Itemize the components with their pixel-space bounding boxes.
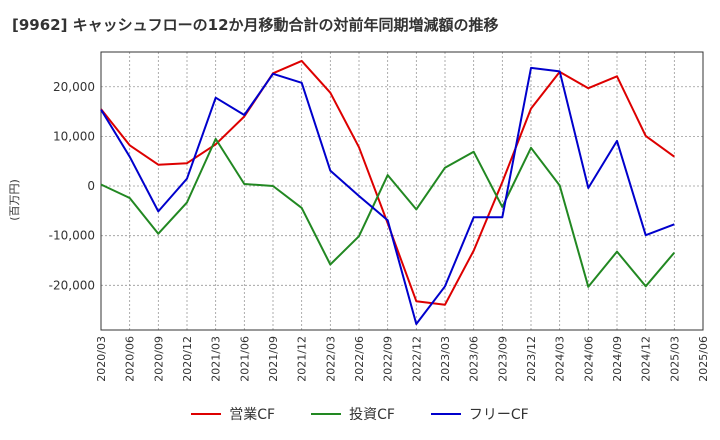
- axis-layer: 2020/03 2020/06 2020/09 2020/12 2021/03 2021/…: [49, 51, 710, 382]
- x-tick-label: 2023/03: [439, 336, 452, 382]
- x-tick-label: 2020/06: [124, 336, 137, 382]
- x-tick-label: 2022/06: [353, 336, 366, 382]
- x-tick-label: 2024/06: [582, 336, 595, 382]
- x-tick-label: 2022/12: [410, 336, 423, 382]
- y-tick-label: -20,000: [49, 278, 95, 292]
- chart-title: [9962] キャッシュフローの12か月移動合計の対前年同期増減額の推移: [12, 16, 499, 34]
- legend-label-free: フリーCF: [468, 407, 529, 423]
- x-tick-label: 2021/03: [210, 336, 223, 382]
- y-tick-label: -10,000: [49, 229, 95, 243]
- legend-swatch-free: [430, 413, 461, 415]
- x-tick-label: 2020/12: [181, 336, 194, 382]
- x-tick-label: 2022/03: [324, 336, 337, 382]
- x-tick-label: 2024/12: [640, 336, 653, 382]
- legend-label-operating: 営業CF: [229, 407, 276, 423]
- y-tick-label: 20,000: [53, 80, 95, 94]
- legend-item-free: フリーCF: [430, 404, 529, 424]
- grid-layer: [101, 52, 703, 330]
- x-tick-label: 2024/09: [611, 336, 624, 382]
- legend-item-operating: 営業CF: [191, 404, 275, 424]
- series-layer: [100, 59, 676, 325]
- series-line-1: [100, 137, 676, 288]
- x-tick-label: 2023/09: [496, 336, 509, 382]
- x-tick-label: 2020/09: [152, 336, 165, 382]
- x-tick-label: 2025/06: [697, 336, 710, 382]
- x-tick-label: 2021/09: [267, 336, 280, 382]
- legend: 営業CF 投資CF フリーCF: [0, 404, 720, 424]
- x-tick-label: 2023/06: [468, 336, 481, 382]
- x-tick-label: 2023/12: [525, 336, 538, 382]
- legend-swatch-investing: [311, 413, 342, 415]
- y-tick-label: 10,000: [53, 129, 95, 143]
- legend-swatch-operating: [191, 413, 222, 415]
- plot-frame: [100, 51, 704, 331]
- x-tick-label: 2022/09: [382, 336, 395, 382]
- series-line-2: [100, 66, 675, 325]
- x-tick-label: 2021/06: [238, 336, 251, 382]
- x-tick-label: 2020/03: [95, 336, 108, 382]
- x-tick-label: 2021/12: [296, 336, 309, 382]
- x-tick-label: 2025/03: [668, 336, 681, 382]
- legend-item-investing: 投資CF: [311, 404, 395, 424]
- x-tick-label: 2024/03: [554, 336, 567, 382]
- y-axis-label: (百万円): [8, 179, 21, 221]
- y-tick-label: 0: [87, 179, 95, 193]
- legend-label-investing: 投資CF: [349, 407, 395, 423]
